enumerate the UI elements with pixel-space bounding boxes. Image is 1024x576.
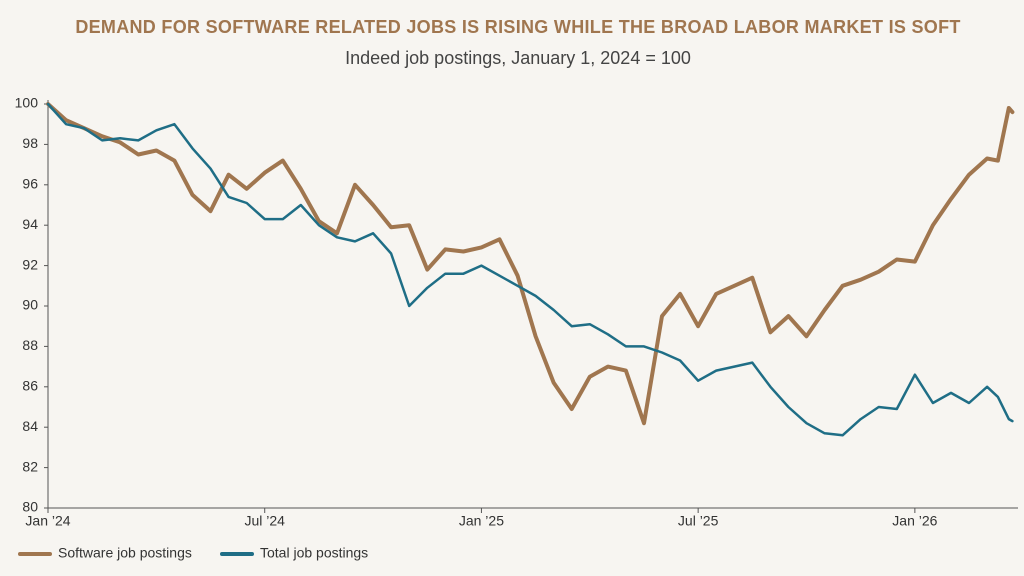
x-tick-label: Jan ’24 <box>25 513 70 529</box>
x-tick-label: Jul ’25 <box>678 513 719 529</box>
y-tick-label: 86 <box>22 378 38 394</box>
y-tick-label: 100 <box>15 95 39 111</box>
legend-label: Software job postings <box>58 545 192 561</box>
y-tick-label: 88 <box>22 337 38 353</box>
y-tick-label: 98 <box>22 135 38 151</box>
legend-label: Total job postings <box>260 545 368 561</box>
y-tick-label: 94 <box>22 216 38 232</box>
chart-title: DEMAND FOR SOFTWARE RELATED JOBS IS RISI… <box>75 17 960 37</box>
x-tick-label: Jan ’26 <box>892 513 937 529</box>
y-tick-label: 90 <box>22 297 38 313</box>
x-tick-label: Jan ’25 <box>459 513 504 529</box>
series-line <box>46 102 1014 437</box>
series-line <box>46 102 1015 426</box>
y-tick-label: 92 <box>22 256 38 272</box>
chart-subtitle: Indeed job postings, January 1, 2024 = 1… <box>345 48 691 68</box>
y-tick-label: 82 <box>22 458 38 474</box>
x-tick-label: Jul ’24 <box>244 513 285 529</box>
y-tick-label: 84 <box>22 418 38 434</box>
y-tick-label: 96 <box>22 176 38 192</box>
y-tick-label: 80 <box>22 499 38 515</box>
